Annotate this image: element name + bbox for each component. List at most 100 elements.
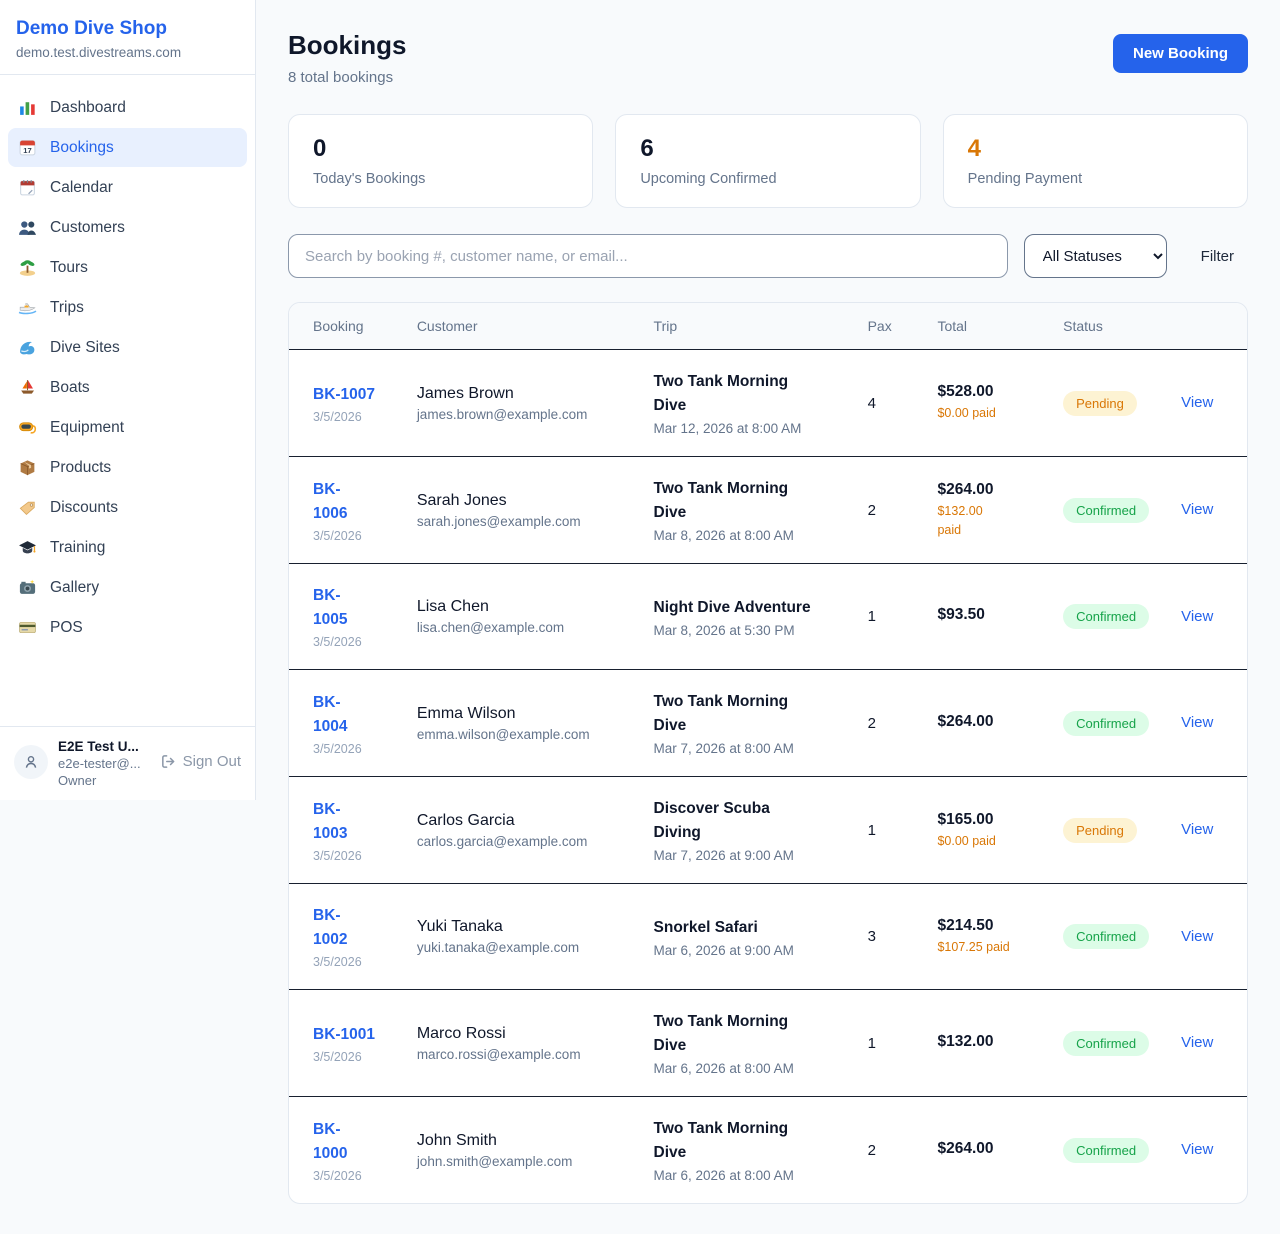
total-amount: $214.50: [937, 917, 994, 935]
new-booking-button[interactable]: New Booking: [1112, 34, 1248, 73]
bar-chart-icon: [18, 98, 37, 117]
sidebar-item-label: Tours: [50, 258, 88, 276]
status-cell: Confirmed: [1047, 884, 1165, 990]
view-link[interactable]: View: [1181, 821, 1214, 839]
trip-name: Two Tank Morning Dive: [653, 480, 789, 522]
booking-date: 3/5/2026: [313, 409, 362, 424]
sidebar-item-products[interactable]: Products: [8, 448, 247, 487]
booking-id-link[interactable]: BK-1001: [313, 1025, 376, 1043]
status-filter-select[interactable]: All Statuses: [1023, 234, 1167, 278]
total-cell: $264.00: [921, 670, 1047, 777]
trip-name: Two Tank Morning Dive: [653, 693, 789, 735]
action-cell: View: [1165, 350, 1247, 457]
action-cell: View: [1165, 1097, 1247, 1204]
table-row: BK- 1002 3/5/2026 Yuki Tanaka yuki.tanak…: [289, 884, 1247, 990]
status-badge: Confirmed: [1063, 710, 1150, 736]
booking-id-link[interactable]: BK-1007: [313, 385, 376, 403]
customer-name: John Smith: [416, 1131, 497, 1149]
sidebar-item-label: Boats: [50, 378, 90, 396]
booking-id-link[interactable]: BK- 1005: [313, 587, 348, 629]
stat-label: Pending Payment: [967, 171, 1083, 187]
customer-email: emma.wilson@example.com: [416, 726, 590, 742]
sidebar-item-equipment[interactable]: Equipment: [8, 408, 247, 447]
main-content: Bookings 8 total bookings New Booking 0 …: [256, 0, 1280, 1234]
pax-cell: 1: [852, 777, 922, 884]
view-link[interactable]: View: [1181, 501, 1214, 519]
sidebar-item-training[interactable]: Training: [8, 528, 247, 567]
table-row: BK- 1003 3/5/2026 Carlos Garcia carlos.g…: [289, 777, 1247, 884]
trip-datetime: Mar 6, 2026 at 9:00 AM: [653, 942, 794, 958]
action-cell: View: [1165, 990, 1247, 1097]
sidebar-item-pos[interactable]: POS: [8, 608, 247, 647]
action-cell: View: [1165, 777, 1247, 884]
status-cell: Confirmed: [1047, 990, 1165, 1097]
sign-out-button[interactable]: Sign Out: [160, 753, 241, 770]
trip-cell: Discover Scuba Diving Mar 7, 2026 at 9:0…: [638, 777, 852, 884]
booking-id-link[interactable]: BK- 1002: [313, 907, 348, 949]
column-header-total: Total: [921, 303, 1048, 350]
customer-email: sarah.jones@example.com: [416, 513, 581, 529]
stats-row: 0 Today's Bookings 6 Upcoming Confirmed …: [288, 114, 1248, 208]
total-amount: $264.00: [937, 481, 994, 499]
view-link[interactable]: View: [1181, 1141, 1214, 1159]
sidebar-item-customers[interactable]: Customers: [8, 208, 247, 247]
pax-count: 2: [867, 1141, 876, 1159]
sidebar-item-trips[interactable]: Trips: [8, 288, 247, 327]
customer-email: yuki.tanaka@example.com: [416, 940, 580, 956]
sidebar-header: Demo Dive Shop demo.test.divestreams.com: [0, 0, 255, 75]
customer-cell: Sarah Jones sarah.jones@example.com: [401, 457, 638, 564]
booking-id-link[interactable]: BK- 1000: [313, 1120, 348, 1162]
view-link[interactable]: View: [1181, 714, 1214, 732]
page-title: Bookings: [288, 30, 407, 60]
trip-datetime: Mar 8, 2026 at 5:30 PM: [653, 622, 795, 638]
booking-cell: BK-1001 3/5/2026: [289, 990, 401, 1097]
view-link[interactable]: View: [1181, 1034, 1214, 1052]
view-link[interactable]: View: [1181, 927, 1214, 945]
pax-cell: 4: [852, 350, 922, 457]
sidebar-item-label: Dashboard: [50, 98, 126, 116]
sign-out-label: Sign Out: [182, 753, 241, 770]
speedboat-icon: [18, 298, 37, 317]
search-input[interactable]: [288, 234, 1008, 278]
view-link[interactable]: View: [1181, 607, 1214, 625]
trip-datetime: Mar 7, 2026 at 8:00 AM: [653, 741, 794, 757]
sidebar-item-tours[interactable]: Tours: [8, 248, 247, 287]
tag-icon: [18, 498, 37, 517]
sidebar-item-dive-sites[interactable]: Dive Sites: [8, 328, 247, 367]
table-row: BK- 1005 3/5/2026 Lisa Chen lisa.chen@ex…: [289, 564, 1247, 670]
bookings-table-body: BK-1007 3/5/2026 James Brown james.brown…: [289, 350, 1247, 1204]
sailboat-icon: [18, 378, 37, 397]
sidebar-item-boats[interactable]: Boats: [8, 368, 247, 407]
sidebar-item-discounts[interactable]: Discounts: [8, 488, 247, 527]
dive-mask-icon: [18, 418, 37, 437]
booking-date: 3/5/2026: [313, 955, 362, 970]
filter-button[interactable]: Filter: [1200, 247, 1234, 265]
booking-id-link[interactable]: BK- 1006: [313, 480, 348, 522]
status-badge: Confirmed: [1063, 497, 1150, 523]
status-cell: Confirmed: [1047, 457, 1165, 564]
pax-cell: 2: [852, 457, 922, 564]
status-cell: Pending: [1047, 777, 1165, 884]
table-row: BK-1001 3/5/2026 Marco Rossi marco.rossi…: [289, 990, 1247, 1097]
trip-cell: Two Tank Morning Dive Mar 12, 2026 at 8:…: [638, 350, 852, 457]
status-badge: Pending: [1063, 817, 1137, 843]
pax-cell: 1: [852, 990, 922, 1097]
trip-datetime: Mar 7, 2026 at 9:00 AM: [653, 848, 794, 864]
shop-domain: demo.test.divestreams.com: [16, 45, 182, 60]
sidebar-item-dashboard[interactable]: Dashboard: [8, 88, 247, 127]
sidebar-item-gallery[interactable]: Gallery: [8, 568, 247, 607]
stat-card-todays-bookings: 0 Today's Bookings: [288, 114, 594, 208]
sidebar-item-calendar[interactable]: Calendar: [8, 168, 247, 207]
view-link[interactable]: View: [1181, 394, 1214, 412]
booking-id-link[interactable]: BK- 1004: [313, 693, 348, 735]
sidebar-item-bookings[interactable]: 17 Bookings: [8, 128, 247, 167]
action-cell: View: [1165, 884, 1247, 990]
island-icon: [18, 258, 37, 277]
pax-count: 2: [867, 501, 876, 519]
avatar: [14, 745, 48, 779]
booking-id-link[interactable]: BK- 1003: [313, 800, 348, 842]
status-badge: Pending: [1063, 390, 1137, 416]
customer-cell: Lisa Chen lisa.chen@example.com: [401, 564, 638, 670]
calendar-date-icon: 17: [18, 138, 37, 157]
sidebar-item-label: Calendar: [50, 178, 113, 196]
